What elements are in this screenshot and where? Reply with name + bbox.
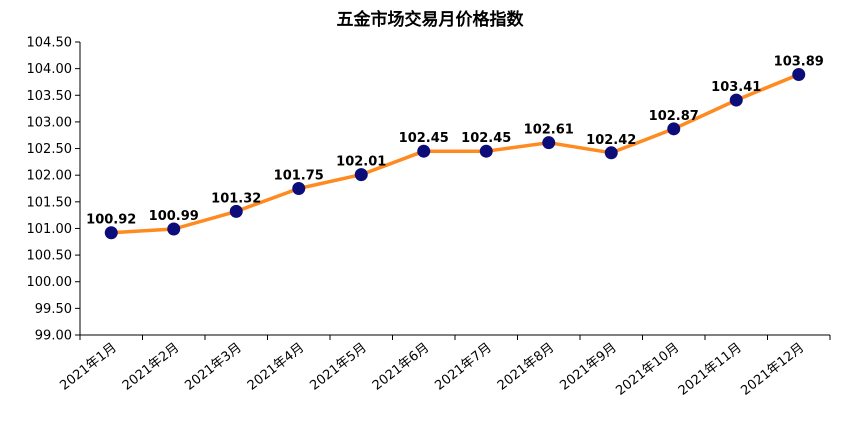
data-point — [729, 93, 743, 107]
data-labels: 100.92 100.99 101.32 101.75 102.01 102.45 102.… — [86, 54, 824, 227]
y-tick-label: 99.50 — [35, 302, 72, 317]
y-axis-ticks: 99.00 99.50 100.00 100.50 101.00 101.50 102.00… — [27, 36, 80, 344]
chart-title: 五金市场交易月价格指数 — [337, 9, 525, 30]
y-tick-label: 100.50 — [27, 249, 73, 264]
data-point — [292, 182, 306, 195]
x-tick-label: 2021年6月 — [370, 340, 432, 393]
series-group — [104, 67, 806, 240]
data-label: 102.01 — [336, 155, 386, 170]
x-axis-ticks: 2021年1月 2021年2月 2021年3月 2021年4月 2021年5月 2021年… — [57, 335, 831, 399]
data-label: 102.61 — [524, 123, 574, 138]
x-tick-label: 2021年2月 — [120, 340, 182, 393]
y-tick-label: 102.00 — [27, 169, 73, 184]
y-tick-label: 101.00 — [27, 222, 73, 237]
y-tick-label: 103.50 — [27, 89, 73, 104]
data-point — [542, 136, 556, 150]
data-label: 103.89 — [774, 54, 824, 69]
y-tick-label: 100.00 — [27, 275, 73, 290]
data-label: 101.75 — [274, 169, 324, 184]
data-point — [479, 144, 493, 158]
data-point — [667, 122, 681, 136]
x-tick-label: 2021年9月 — [557, 340, 619, 393]
x-tick-label: 2021年8月 — [495, 340, 557, 393]
data-point — [104, 226, 118, 240]
x-tick-label: 2021年1月 — [57, 340, 119, 393]
data-point — [604, 146, 618, 160]
y-tick-label: 101.50 — [27, 195, 73, 210]
data-point — [167, 222, 181, 236]
data-point — [354, 168, 368, 182]
x-tick-label: 2021年3月 — [182, 340, 244, 393]
y-tick-label: 102.50 — [27, 142, 73, 157]
y-tick-label: 99.00 — [35, 329, 72, 344]
x-tick-label: 2021年10月 — [613, 340, 682, 398]
x-tick-label: 2021年7月 — [432, 340, 494, 393]
data-label: 100.99 — [149, 209, 199, 224]
data-label: 102.45 — [461, 131, 511, 146]
x-tick-label: 2021年5月 — [307, 340, 369, 393]
x-tick-label: 2021年4月 — [245, 340, 307, 393]
data-point — [417, 144, 431, 158]
y-tick-label: 103.00 — [27, 115, 73, 130]
series-line — [109, 72, 801, 235]
data-label: 102.42 — [586, 133, 636, 148]
data-point — [792, 67, 806, 81]
y-tick-label: 104.00 — [27, 62, 73, 77]
x-tick-label: 2021年12月 — [738, 340, 807, 398]
data-point — [229, 204, 243, 218]
data-label: 100.92 — [86, 213, 136, 228]
data-label: 102.45 — [399, 131, 449, 146]
data-label: 102.87 — [649, 109, 699, 124]
data-label: 103.41 — [711, 80, 761, 95]
data-label: 101.32 — [211, 191, 261, 206]
y-tick-label: 104.50 — [27, 36, 73, 51]
x-tick-label: 2021年11月 — [676, 340, 745, 398]
